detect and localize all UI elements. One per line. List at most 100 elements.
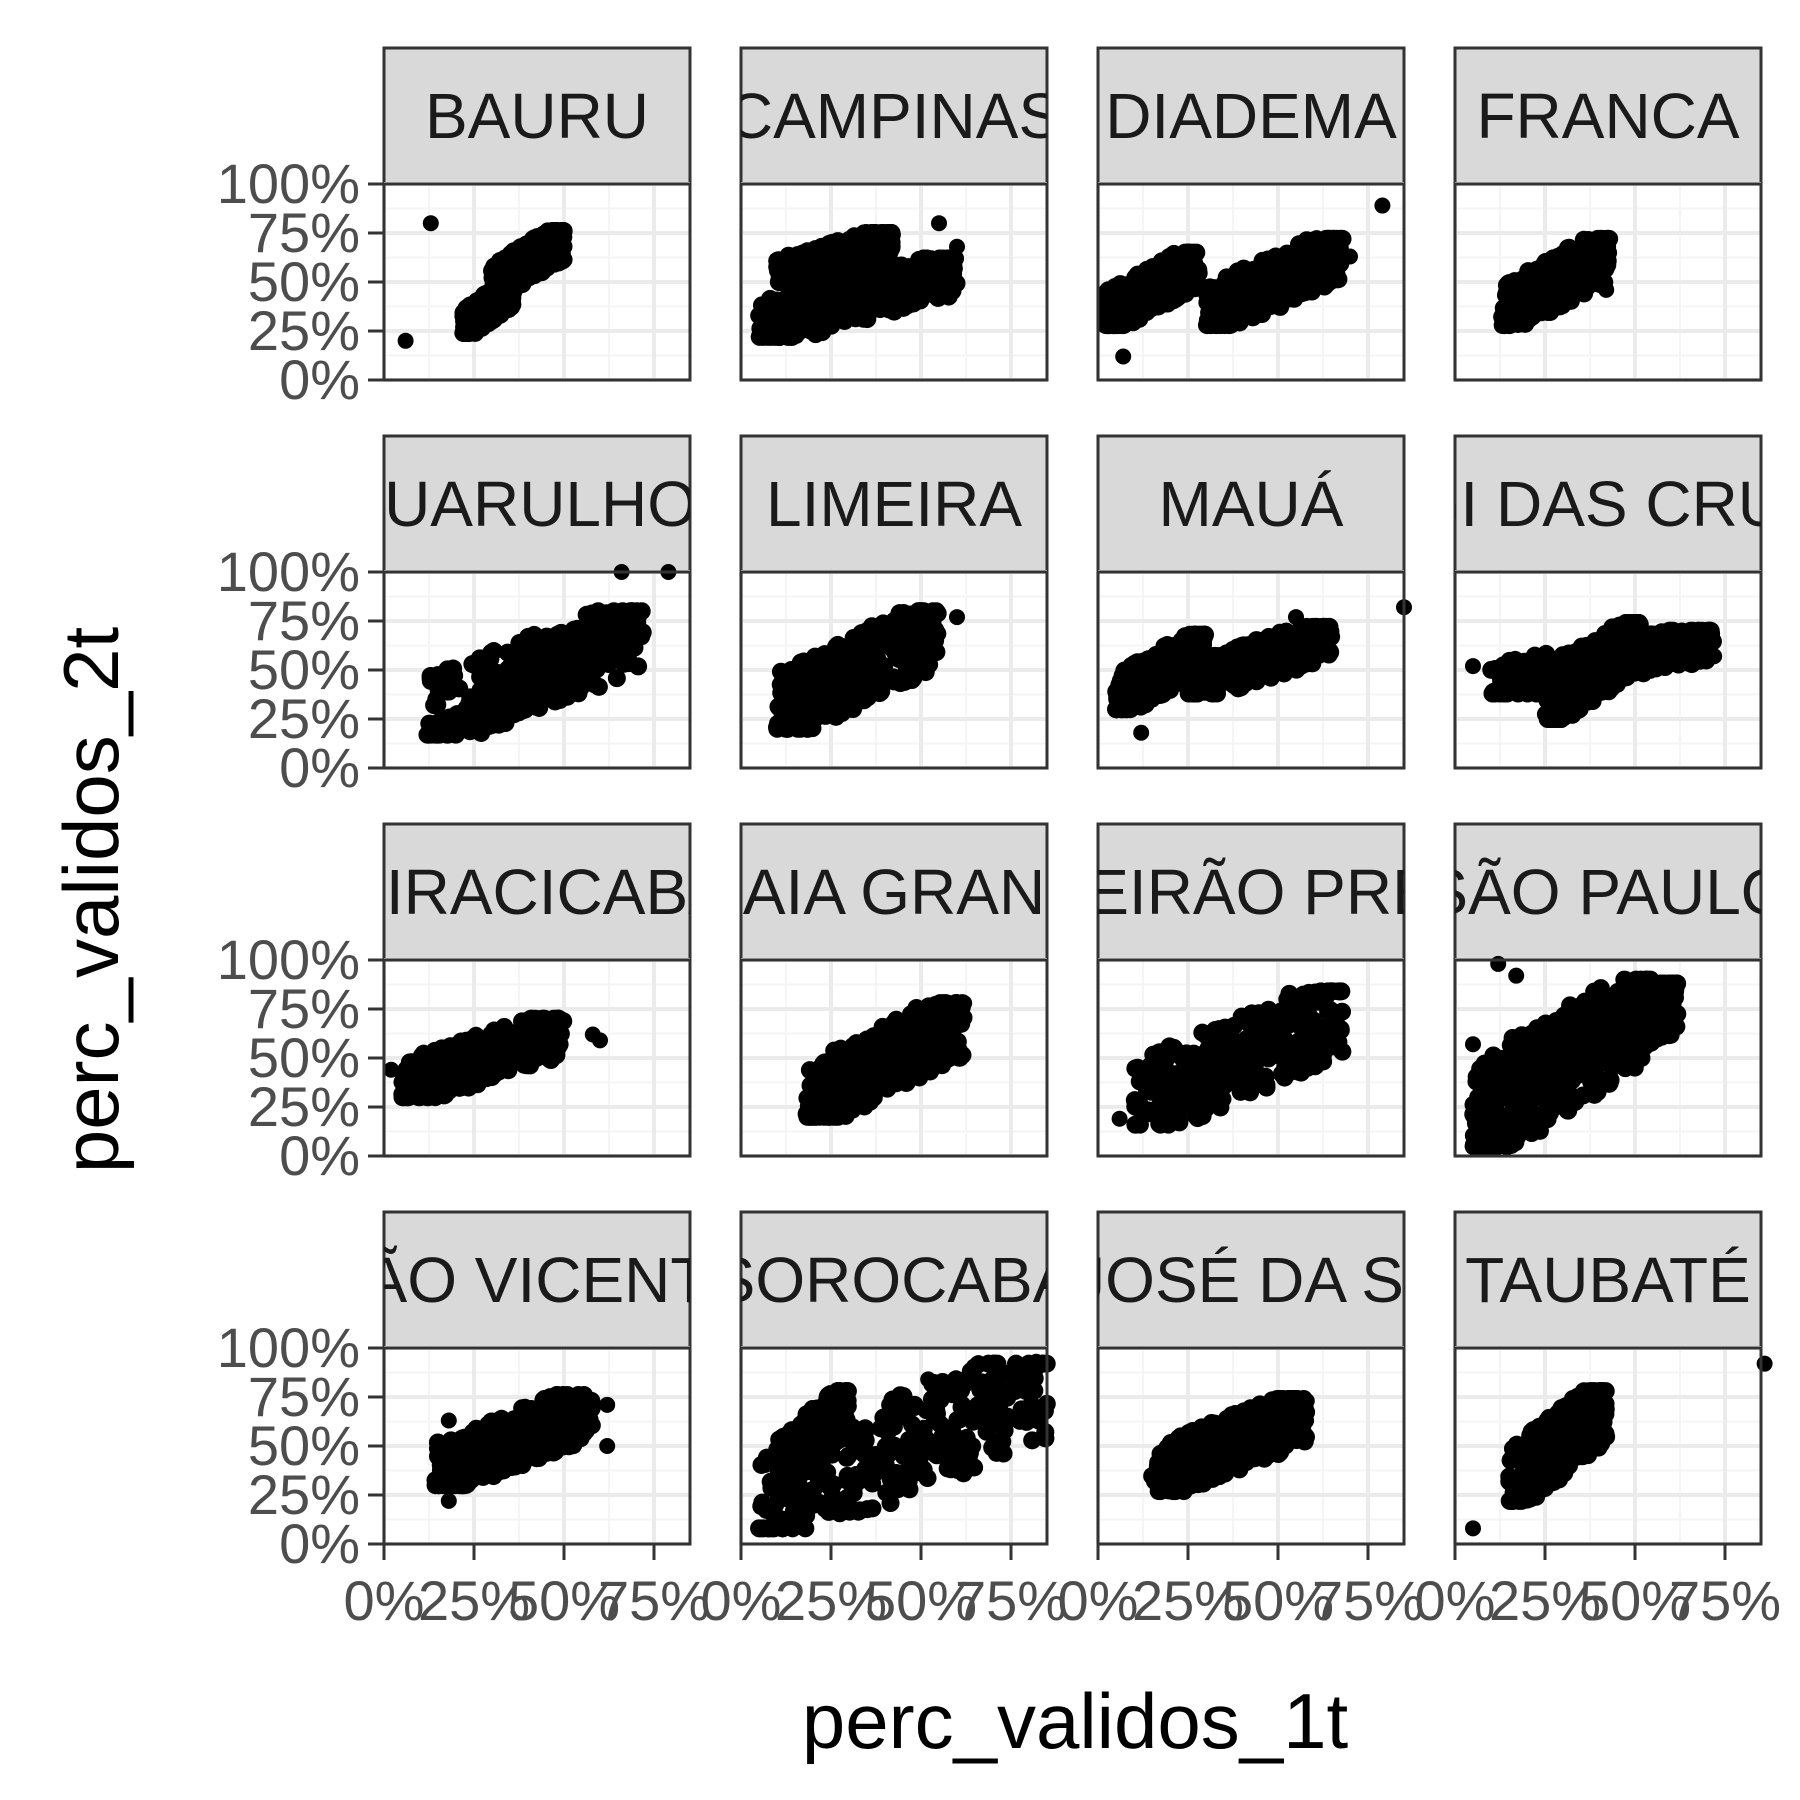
data-point: [911, 291, 930, 310]
data-point: [1683, 621, 1702, 640]
data-point: [796, 695, 815, 714]
data-point: [514, 655, 533, 674]
data-point: [887, 631, 906, 650]
data-point: [582, 604, 601, 623]
data-point-outlier: [931, 215, 947, 232]
data-point: [798, 1089, 817, 1108]
data-point: [1559, 286, 1578, 305]
data-point: [1119, 684, 1138, 703]
data-point: [770, 327, 789, 346]
facet-panel: BAURU: [382, 46, 692, 382]
data-point: [812, 677, 831, 696]
facet-label: BAURU: [425, 80, 649, 152]
data-point: [1133, 275, 1152, 294]
data-point: [489, 710, 508, 729]
data-point: [425, 1041, 444, 1060]
data-point: [868, 619, 887, 638]
data-point: [838, 284, 857, 303]
data-point: [1211, 316, 1230, 335]
data-point: [539, 1012, 558, 1031]
data-point: [892, 612, 911, 631]
facet-label: CAMPINAS: [727, 80, 1061, 152]
data-point: [448, 705, 467, 724]
facet-label: PRAIA GRANDE: [654, 856, 1134, 928]
data-point: [884, 287, 903, 306]
data-point: [565, 680, 584, 699]
facet-panel: GUARULHOS: [382, 434, 692, 770]
data-point: [1317, 229, 1336, 248]
facet-strip: [1096, 434, 1406, 574]
data-point: [507, 258, 526, 277]
data-point: [1526, 301, 1545, 320]
data-point: [1206, 646, 1225, 665]
data-point: [784, 251, 803, 270]
data-point: [1311, 259, 1330, 278]
data-point: [1551, 710, 1570, 728]
data-point: [856, 631, 875, 650]
panel-border: [1453, 182, 1763, 382]
data-point: [1275, 249, 1294, 268]
data-point: [592, 630, 611, 649]
facet-strip: [1096, 46, 1406, 186]
data-point: [901, 265, 920, 284]
data-point: [1189, 627, 1208, 646]
data-point: [816, 706, 835, 725]
facet-panel: FRANCA: [1453, 46, 1763, 382]
facet-strip: [739, 434, 1049, 574]
data-point: [488, 282, 507, 301]
data-point: [896, 651, 915, 670]
data-point: [1145, 648, 1164, 667]
data-point: [868, 228, 887, 247]
points: [1493, 229, 1619, 335]
data-point: [1295, 265, 1314, 284]
data-point: [1247, 672, 1266, 691]
data-point: [1313, 632, 1332, 651]
facet-panel: LIMEIRA: [739, 434, 1049, 770]
data-point: [451, 1059, 470, 1078]
data-point: [477, 649, 496, 668]
points: [1096, 197, 1391, 365]
data-point-outlier: [422, 215, 439, 232]
data-point: [439, 682, 458, 701]
data-point: [472, 318, 491, 337]
data-point: [1599, 229, 1618, 248]
data-point: [1485, 684, 1504, 703]
data-point: [516, 670, 535, 689]
data-point: [1232, 264, 1251, 283]
data-point: [1249, 277, 1268, 296]
data-point: [1243, 299, 1262, 318]
data-point: [1543, 692, 1562, 711]
data-point: [516, 1038, 535, 1057]
data-point: [445, 666, 464, 685]
data-point: [850, 273, 869, 292]
data-point: [493, 259, 512, 278]
data-point: [465, 1032, 484, 1051]
panel-border: [739, 182, 1049, 382]
data-point: [1118, 699, 1137, 718]
data-point: [1572, 668, 1591, 687]
data-point: [1166, 271, 1185, 290]
data-point: [421, 1078, 440, 1097]
data-point: [1699, 624, 1718, 643]
data-point: [1160, 249, 1179, 268]
data-point: [594, 652, 613, 671]
data-point: [1546, 255, 1565, 274]
data-point: [1584, 682, 1603, 701]
data-point: [840, 253, 859, 272]
data-point: [818, 247, 837, 266]
points: [418, 564, 677, 744]
data-point: [1268, 282, 1287, 301]
data-point: [806, 325, 825, 344]
data-point: [632, 602, 651, 621]
data-point: [585, 675, 604, 694]
points: [397, 215, 573, 349]
data-point: [801, 255, 820, 274]
data-point: [1200, 303, 1219, 322]
data-point: [515, 636, 534, 655]
data-point: [1289, 246, 1308, 265]
data-point: [426, 725, 445, 744]
data-point: [1146, 682, 1165, 701]
facet-strip: [1453, 46, 1763, 186]
data-point: [1661, 651, 1680, 670]
